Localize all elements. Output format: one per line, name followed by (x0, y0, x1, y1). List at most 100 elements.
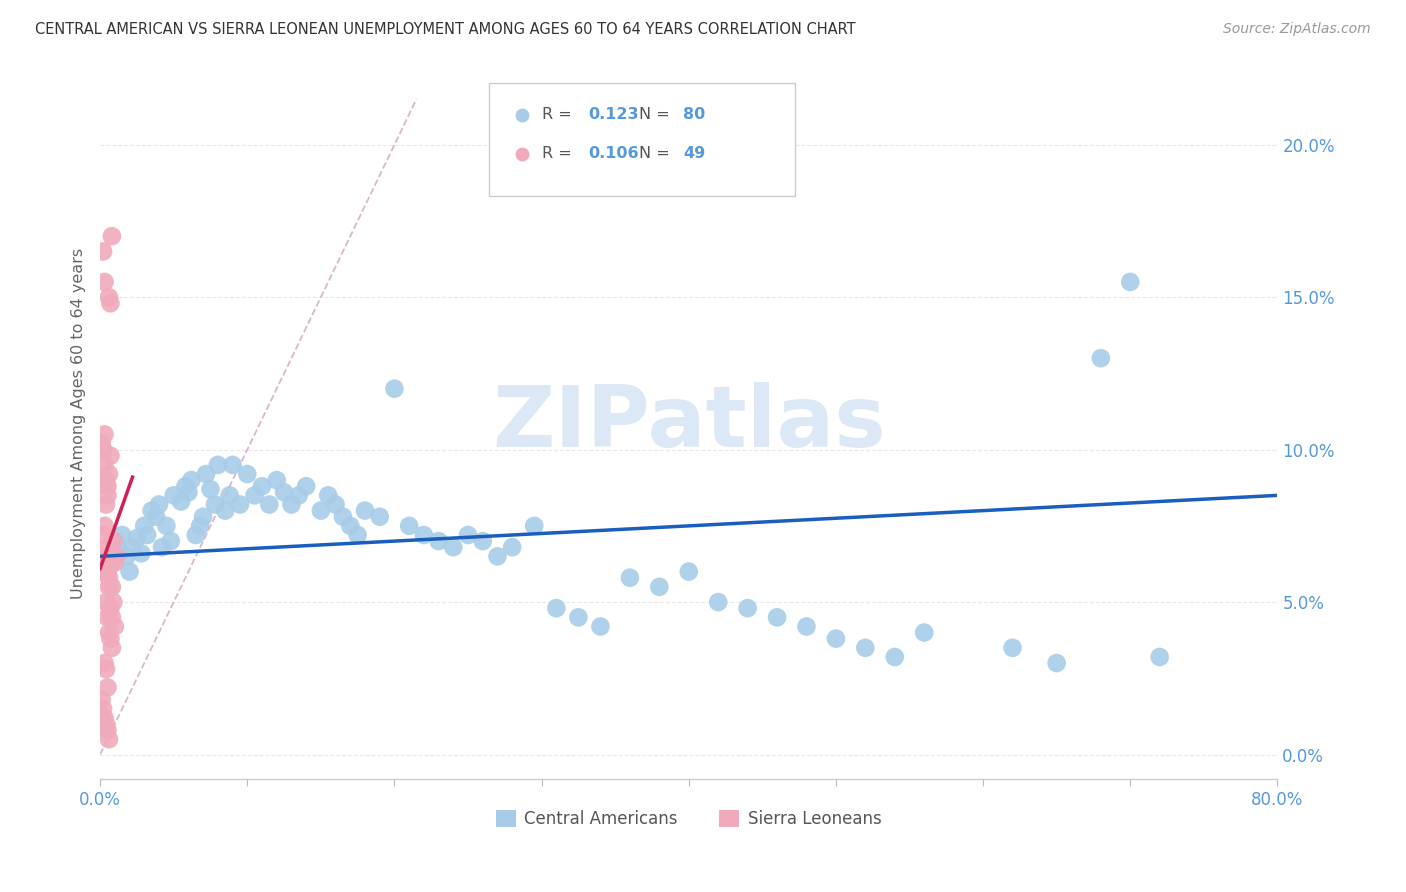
Point (332, 509, 354, 524)
Point (339, 519, 361, 533)
Point (97, 571, 120, 585)
Point (295, 479, 318, 493)
Point (136, 528, 159, 542)
Point (148, 498, 170, 512)
Point (159, 534, 181, 549)
Point (131, 546, 153, 560)
Point (100, 296, 122, 310)
Y-axis label: Unemployment Among Ages 60 to 64 years: Unemployment Among Ages 60 to 64 years (72, 248, 86, 599)
Point (471, 534, 494, 549)
Point (1001, 640, 1024, 655)
Point (97, 625, 120, 640)
Point (103, 534, 125, 549)
Point (180, 473, 202, 487)
Point (97, 732, 120, 747)
Point (309, 503, 332, 517)
Point (150, 540, 173, 554)
Text: Source: ZipAtlas.com: Source: ZipAtlas.com (1223, 22, 1371, 37)
Point (177, 485, 200, 500)
Point (384, 382, 406, 396)
Point (96, 681, 118, 695)
Point (170, 494, 193, 508)
Point (91, 702, 114, 716)
Point (91, 528, 114, 542)
Point (441, 540, 464, 554)
Point (155, 519, 177, 533)
Point (188, 519, 211, 533)
Point (427, 534, 450, 549)
Point (316, 488, 339, 502)
Point (648, 580, 671, 594)
Point (118, 565, 141, 579)
Point (523, 519, 546, 533)
Point (325, 498, 347, 512)
Point (96, 565, 118, 579)
Point (218, 488, 240, 502)
Point (96, 488, 118, 502)
Point (125, 531, 148, 545)
Point (1046, 656, 1069, 670)
Point (141, 503, 163, 517)
Point (101, 556, 124, 570)
Point (96, 723, 118, 738)
Text: N =: N = (640, 146, 675, 161)
Point (105, 549, 128, 564)
Point (853, 640, 876, 655)
Text: CENTRAL AMERICAN VS SIERRA LEONEAN UNEMPLOYMENT AMONG AGES 60 TO 64 YEARS CORREL: CENTRAL AMERICAN VS SIERRA LEONEAN UNEMP… (35, 22, 856, 37)
Point (280, 498, 302, 512)
Point (101, 229, 124, 244)
Point (354, 503, 377, 517)
Point (346, 528, 368, 542)
Point (94, 717, 117, 731)
Point (1090, 351, 1112, 366)
Point (134, 519, 156, 533)
Point (100, 632, 122, 646)
Point (107, 540, 129, 554)
Point (103, 595, 125, 609)
Point (288, 488, 311, 502)
Text: 80: 80 (683, 107, 706, 122)
Text: 49: 49 (683, 146, 706, 161)
Point (195, 467, 218, 481)
Text: R =: R = (541, 107, 576, 122)
Text: 0.123: 0.123 (589, 107, 640, 122)
Point (93, 656, 115, 670)
Point (96, 479, 118, 493)
Point (94, 540, 117, 554)
Point (243, 488, 266, 502)
Point (104, 619, 127, 633)
Point (214, 503, 236, 517)
Point (94, 498, 117, 512)
Point (368, 509, 391, 524)
Point (90, 436, 112, 450)
Text: N =: N = (640, 107, 675, 122)
Point (96, 565, 118, 579)
Point (111, 528, 134, 542)
Point (93, 711, 115, 725)
Point (457, 528, 479, 542)
Point (93, 427, 115, 442)
Point (94, 595, 117, 609)
Point (93, 549, 115, 564)
Text: R =: R = (541, 146, 576, 161)
Point (100, 558, 122, 573)
Point (90, 692, 112, 706)
Point (546, 601, 568, 615)
FancyBboxPatch shape (489, 83, 794, 196)
Point (766, 610, 789, 624)
Point (589, 619, 612, 633)
Point (912, 625, 935, 640)
Text: ZIPatlas: ZIPatlas (492, 382, 886, 466)
Point (145, 509, 167, 524)
Point (250, 479, 273, 493)
Point (101, 580, 124, 594)
Point (93, 275, 115, 289)
Point (567, 610, 589, 624)
Point (825, 632, 848, 646)
Legend: Central Americans, Sierra Leoneans: Central Americans, Sierra Leoneans (489, 803, 889, 835)
Point (200, 483, 222, 497)
Point (96, 610, 118, 624)
Point (101, 610, 124, 624)
Text: 0.106: 0.106 (589, 146, 640, 161)
Point (94, 662, 117, 676)
